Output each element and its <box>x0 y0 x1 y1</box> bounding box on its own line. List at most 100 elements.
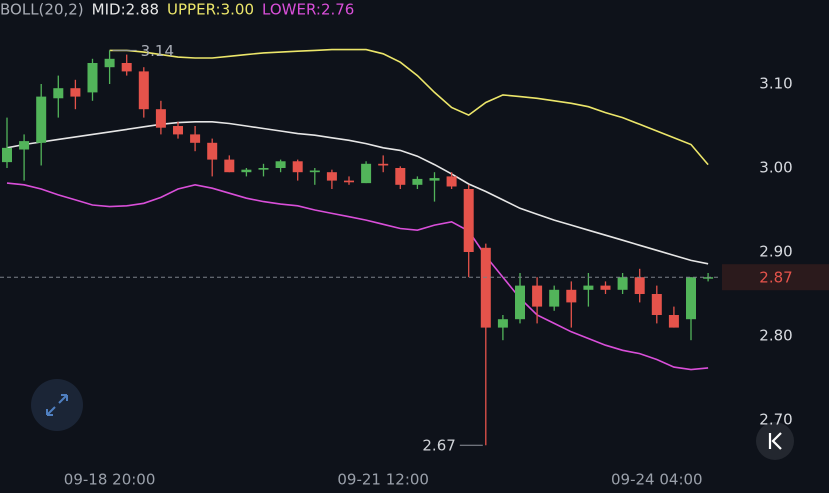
y-tick-label: 2.90 <box>759 243 792 261</box>
last-price-box <box>722 264 829 291</box>
candle <box>70 79 81 110</box>
candle-body <box>155 109 166 128</box>
candle-body <box>121 63 132 72</box>
collapse-button[interactable] <box>756 422 794 460</box>
candle-body <box>87 63 98 93</box>
candle-body <box>617 277 628 290</box>
candle <box>651 285 662 324</box>
x-tick-label: 09-18 20:00 <box>64 471 156 489</box>
candle <box>446 172 457 189</box>
candle-body <box>207 142 218 160</box>
candle-body <box>668 315 679 328</box>
candle <box>463 184 474 278</box>
y-tick-label: 2.70 <box>759 411 792 429</box>
candle-body <box>138 71 149 110</box>
candle-body <box>241 169 252 173</box>
candle <box>429 172 440 202</box>
candle-body <box>651 294 662 315</box>
candle <box>173 121 183 139</box>
last-price-label: 2.87 <box>759 269 792 287</box>
candle-body <box>104 58 115 68</box>
indicator-label: BOLL(20,2) <box>0 1 84 19</box>
candle <box>566 281 577 328</box>
candle <box>138 67 149 118</box>
candle <box>309 168 320 185</box>
candle <box>634 268 645 303</box>
candle-body <box>463 189 474 252</box>
candle <box>190 126 201 152</box>
candle-body <box>70 88 81 97</box>
candle <box>378 155 389 173</box>
candle-body <box>549 289 560 307</box>
candle-body <box>686 277 696 320</box>
collapse-icon[interactable] <box>768 432 782 450</box>
candle <box>412 176 423 189</box>
candle-body <box>583 285 594 290</box>
candle-body <box>53 88 64 99</box>
candle <box>121 54 132 76</box>
candle-body <box>36 96 47 143</box>
expand-icon[interactable] <box>46 394 68 416</box>
candle-body <box>703 277 714 279</box>
candle <box>549 285 560 311</box>
candle <box>292 159 303 181</box>
y-tick-label: 3.00 <box>759 159 792 177</box>
y-tick-label: 2.80 <box>759 327 792 345</box>
candle <box>2 117 12 168</box>
candle <box>326 169 337 189</box>
candle-body <box>292 161 303 173</box>
candle-body <box>446 176 457 187</box>
candle <box>583 273 594 307</box>
expand-circle[interactable] <box>31 379 83 431</box>
candle-body <box>429 178 440 181</box>
candle <box>155 100 166 135</box>
candle <box>104 50 115 84</box>
candle-body <box>258 168 269 170</box>
candle-body <box>532 285 543 307</box>
candle-body <box>634 277 645 294</box>
candle <box>686 277 696 341</box>
band-line <box>6 121 709 265</box>
candle-body <box>173 126 183 135</box>
candle-body <box>412 178 423 185</box>
candle-body <box>190 134 201 143</box>
candle <box>53 75 64 118</box>
candle-body <box>224 159 235 173</box>
expand-button[interactable] <box>31 379 83 431</box>
indicator-label: MID:2.88 <box>92 1 159 19</box>
candle <box>36 84 47 166</box>
candle-body <box>395 168 406 185</box>
candle-body <box>480 247 491 328</box>
candle-body <box>600 285 611 290</box>
candle-body <box>497 319 508 328</box>
candle <box>241 168 252 177</box>
candle-body <box>2 147 12 163</box>
candle-body <box>309 170 320 173</box>
candle <box>395 166 406 189</box>
high-marker-label: 3.14 <box>141 42 174 60</box>
y-tick-label: 3.10 <box>759 75 792 93</box>
candle <box>600 281 611 294</box>
band-line <box>109 48 709 166</box>
collapse-circle[interactable] <box>756 422 794 460</box>
candle <box>207 138 218 177</box>
candle <box>515 273 525 324</box>
indicator-label: LOWER:2.76 <box>262 1 354 19</box>
candle <box>532 277 543 324</box>
candle <box>224 155 235 173</box>
candle-body <box>326 172 337 181</box>
candle-body <box>275 161 286 168</box>
candle <box>258 163 269 177</box>
x-tick-label: 09-24 04:00 <box>611 471 703 489</box>
candle <box>668 306 679 328</box>
candle-body <box>19 141 30 150</box>
candle <box>497 315 508 341</box>
indicator-label: UPPER:3.00 <box>167 1 254 19</box>
candle <box>275 159 286 173</box>
candle-body <box>378 163 389 166</box>
candle <box>344 176 354 185</box>
candle <box>19 134 30 181</box>
candle-body <box>566 289 577 303</box>
